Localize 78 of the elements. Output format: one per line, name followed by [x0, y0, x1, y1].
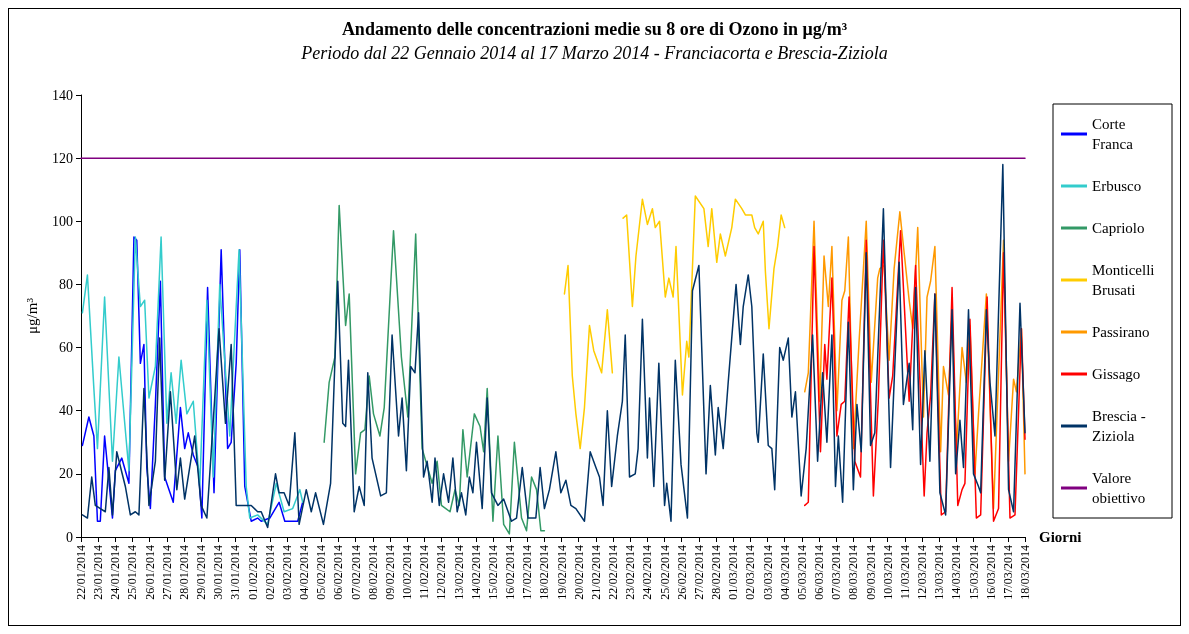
x-tick-label: 14/02/2014	[468, 545, 483, 600]
x-tick-label: 05/03/2014	[794, 545, 809, 600]
x-tick-label: 25/01/2014	[125, 545, 140, 600]
y-tick-label: 120	[52, 150, 73, 166]
x-tick-label: 10/02/2014	[400, 545, 415, 600]
y-tick-label: 60	[59, 340, 73, 356]
x-tick-label: 21/02/2014	[588, 545, 603, 600]
x-tick-label: 11/02/2014	[417, 545, 432, 600]
x-tick-label: 26/02/2014	[674, 545, 689, 600]
y-tick-label: 40	[59, 403, 73, 419]
x-tick-label: 07/02/2014	[348, 545, 363, 600]
x-tick-label: 04/02/2014	[297, 545, 312, 600]
x-tick-label: 11/03/2014	[897, 545, 912, 600]
legend-label: Valore obiettivo	[1092, 470, 1146, 506]
x-tick-label: 15/03/2014	[966, 545, 981, 600]
y-axis-title: μg/m³	[23, 297, 40, 334]
line-series	[81, 163, 1026, 529]
x-tick-label: 01/02/2014	[245, 545, 260, 600]
x-tick-label: 09/02/2014	[382, 545, 397, 600]
x-tick-label: 26/01/2014	[142, 545, 157, 600]
x-tick-label: 03/03/2014	[760, 545, 775, 600]
x-axis-title: Giorni	[1039, 529, 1082, 545]
x-tick-label: 08/02/2014	[365, 545, 380, 600]
x-tick-label: 22/01/2014	[74, 545, 88, 600]
x-tick-label: 23/02/2014	[623, 545, 638, 600]
legend-label: Monticelli Brusati	[1092, 262, 1159, 298]
x-tick-label: 31/01/2014	[228, 545, 243, 600]
x-tick-label: 20/02/2014	[571, 545, 586, 600]
y-tick-label: 80	[59, 276, 73, 292]
x-tick-label: 16/03/2014	[983, 545, 998, 600]
chart-title: Andamento delle concentrazioni medie su 8 ore di Ozono in μg/m³	[341, 19, 848, 39]
x-tick-label: 27/01/2014	[159, 545, 174, 600]
x-tick-label: 07/03/2014	[829, 545, 844, 600]
x-tick-label: 01/03/2014	[726, 545, 741, 600]
x-tick-label: 19/02/2014	[554, 545, 569, 600]
legend-label: Brescia - Ziziola	[1092, 408, 1150, 444]
x-tick-label: 05/02/2014	[314, 545, 329, 600]
x-tick-label: 25/02/2014	[657, 545, 672, 600]
x-tick-label: 24/01/2014	[108, 545, 123, 600]
y-tick-label: 140	[52, 87, 73, 103]
x-tick-label: 13/03/2014	[932, 545, 947, 600]
x-tick-label: 02/02/2014	[262, 545, 277, 600]
x-tick-label: 14/03/2014	[949, 545, 964, 600]
x-tick-label: 02/03/2014	[743, 545, 758, 600]
x-tick-label: 23/01/2014	[91, 545, 106, 600]
x-tick-label: 29/01/2014	[194, 545, 209, 600]
x-tick-label: 09/03/2014	[863, 545, 878, 600]
x-tick-label: 12/03/2014	[915, 545, 930, 600]
chart-subtitle: Periodo dal 22 Gennaio 2014 al 17 Marzo 2014 - Franciacorta e Brescia-Ziziola	[300, 43, 888, 63]
x-tick-label: 10/03/2014	[880, 545, 895, 600]
x-tick-label: 13/02/2014	[451, 545, 466, 600]
line-series	[323, 204, 546, 535]
x-tick-label: 15/02/2014	[485, 545, 500, 600]
x-tick-label: 06/03/2014	[812, 545, 827, 600]
y-tick-label: 100	[52, 213, 73, 229]
x-tick-label: 17/02/2014	[520, 545, 535, 600]
x-tick-label: 22/02/2014	[606, 545, 621, 600]
y-tick-label: 0	[66, 529, 73, 545]
x-tick-label: 17/03/2014	[1000, 545, 1015, 600]
y-tick-label: 20	[59, 466, 73, 482]
x-tick-label: 28/02/2014	[709, 545, 724, 600]
x-tick-label: 24/02/2014	[640, 545, 655, 600]
x-tick-label: 30/01/2014	[211, 545, 226, 600]
legend-label: Capriolo	[1092, 220, 1145, 236]
x-tick-label: 03/02/2014	[279, 545, 294, 600]
legend-label: Passirano	[1092, 324, 1150, 340]
x-tick-label: 08/03/2014	[846, 545, 861, 600]
x-tick-label: 18/02/2014	[537, 545, 552, 600]
x-tick-label: 12/02/2014	[434, 545, 449, 600]
x-tick-label: 18/03/2014	[1018, 545, 1032, 600]
x-tick-label: 04/03/2014	[777, 545, 792, 600]
x-tick-label: 06/02/2014	[331, 545, 346, 600]
x-tick-label: 27/02/2014	[691, 545, 706, 600]
x-tick-label: 28/01/2014	[176, 545, 191, 600]
legend-label: Gissago	[1092, 366, 1141, 382]
x-tick-label: 16/02/2014	[503, 545, 518, 600]
legend-label: Corte Franca	[1092, 116, 1134, 152]
legend-label: Erbusco	[1092, 178, 1142, 194]
